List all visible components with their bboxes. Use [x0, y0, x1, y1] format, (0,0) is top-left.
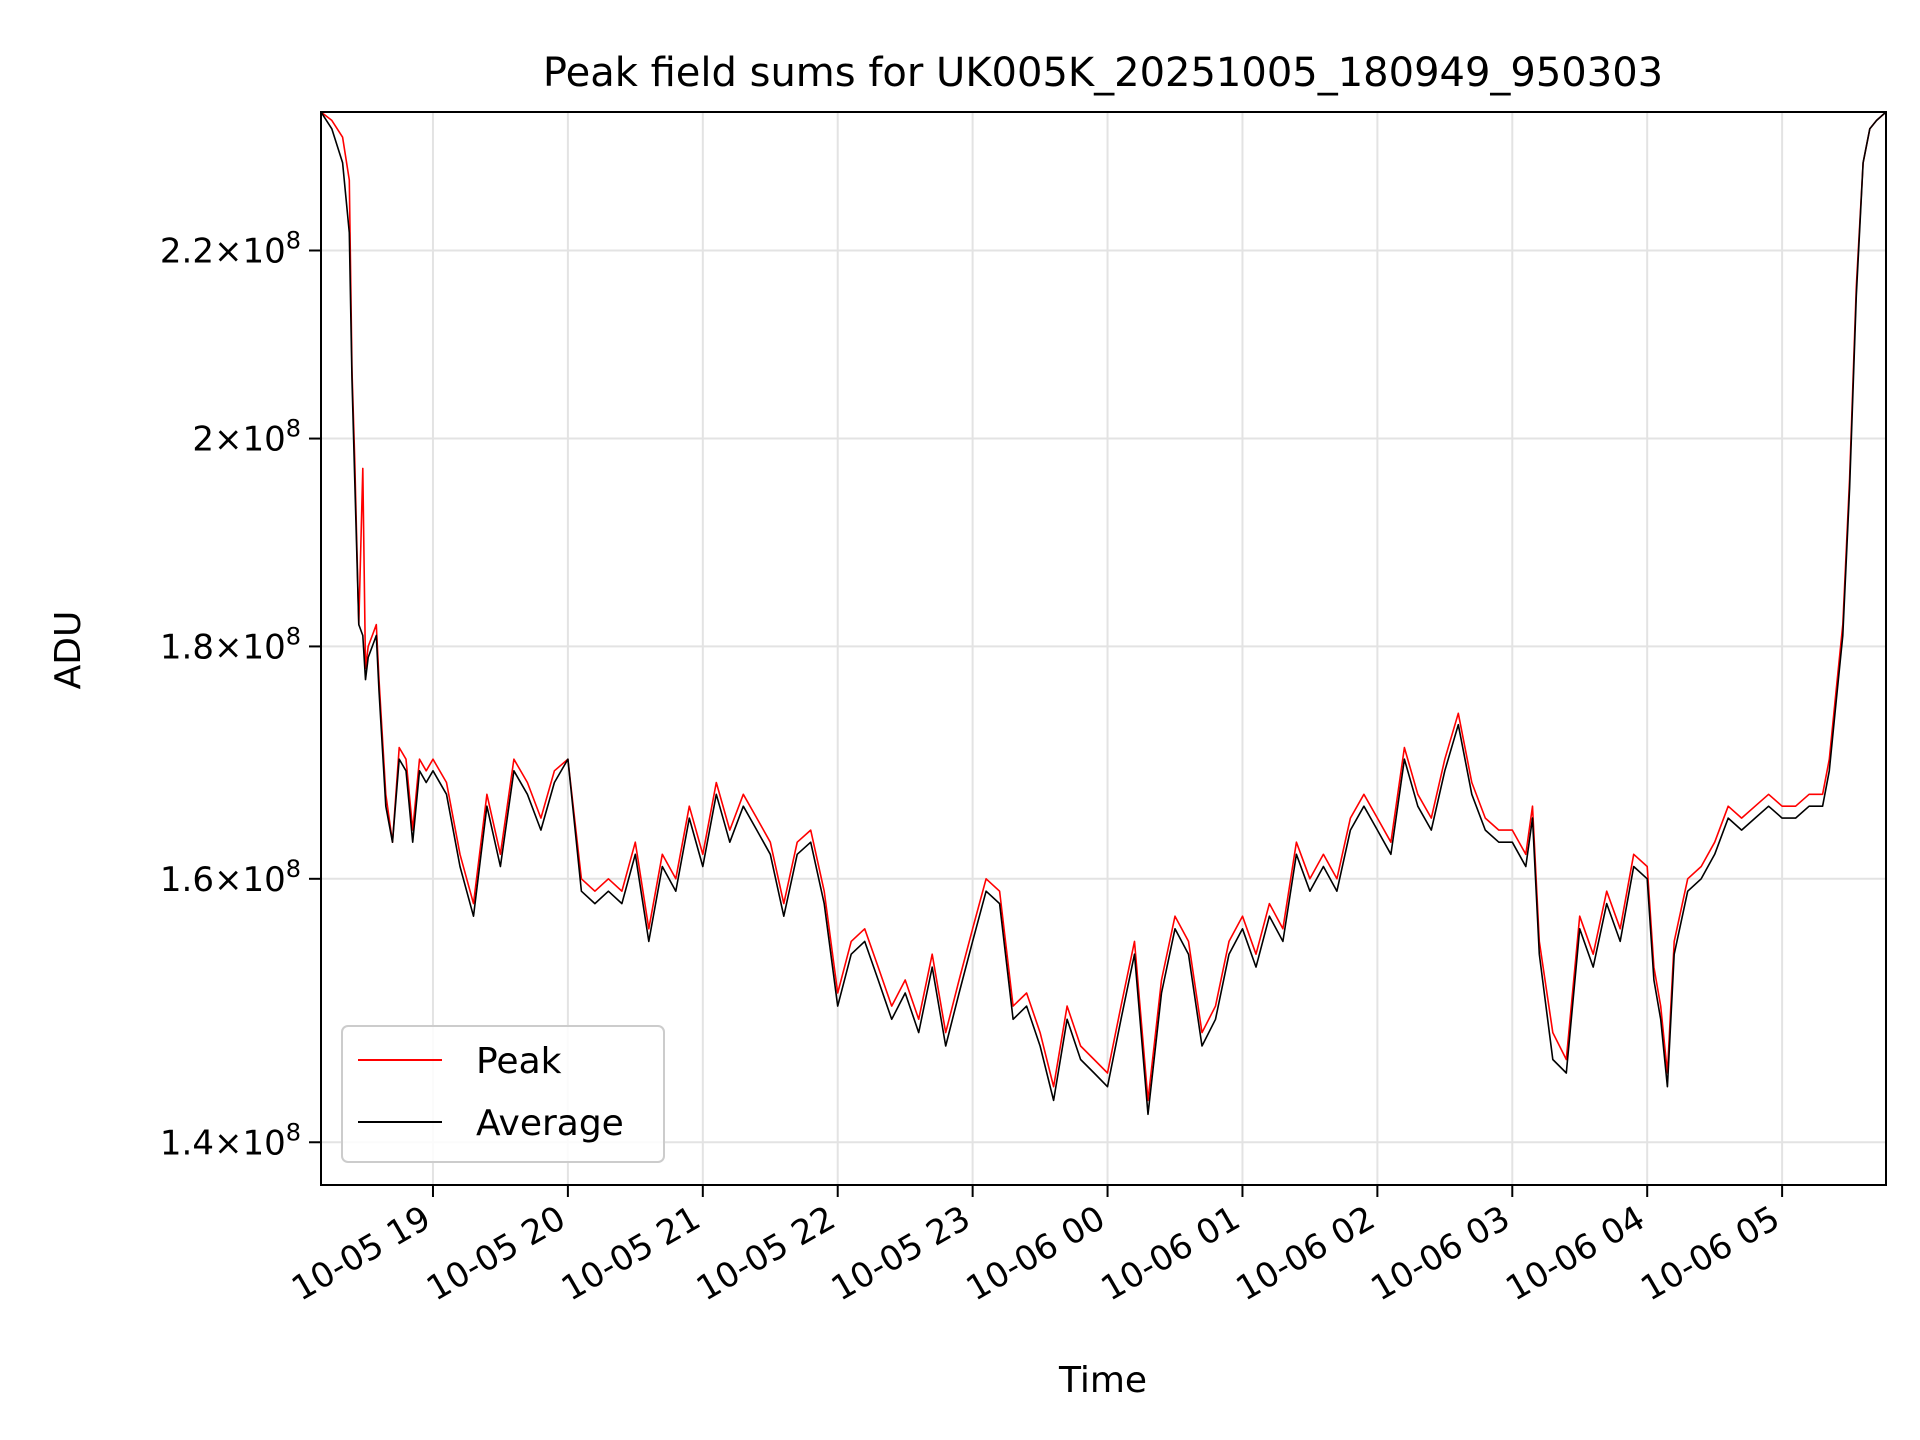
- y-tick-label: 1.6×108: [160, 855, 301, 900]
- x-axis-label: Time: [1058, 1360, 1147, 1401]
- y-tick-base: ×10: [214, 1123, 286, 1163]
- y-tick-base: ×10: [214, 627, 286, 667]
- y-tick-label: 1.8×108: [160, 622, 301, 667]
- legend: Peak Average: [341, 1025, 665, 1163]
- y-tick-label: 2×108: [192, 415, 301, 460]
- y-tick-label: 2.2×108: [160, 227, 301, 272]
- y-tick-mantissa: 2.2: [160, 232, 214, 272]
- y-tick-exponent: 8: [286, 1118, 301, 1146]
- y-tick-label: 1.4×108: [160, 1118, 301, 1163]
- y-tick-exponent: 8: [286, 415, 301, 443]
- y-axis-label: ADU: [48, 611, 89, 690]
- legend-peak-label: Peak: [476, 1041, 562, 1082]
- y-tick-mantissa: 1.6: [160, 860, 214, 900]
- series-group: [321, 112, 1886, 1116]
- y-tick-mantissa: 2: [192, 420, 214, 460]
- series-line-average: [321, 112, 1886, 1116]
- grid-lines: [321, 112, 1886, 1185]
- y-tick-mantissa: 1.4: [160, 1123, 214, 1163]
- y-tick-exponent: 8: [286, 227, 301, 255]
- y-tick-exponent: 8: [286, 855, 301, 883]
- y-tick-base: ×10: [214, 860, 286, 900]
- chart-title: Peak field sums for UK005K_20251005_1809…: [543, 50, 1663, 96]
- series-line-peak: [321, 112, 1886, 1102]
- y-tick-mantissa: 1.8: [160, 627, 214, 667]
- legend-average-label: Average: [476, 1103, 624, 1144]
- y-tick-base: ×10: [214, 420, 286, 460]
- y-tick-exponent: 8: [286, 622, 301, 650]
- plot-frame: [320, 111, 1887, 1186]
- y-tick-base: ×10: [214, 232, 286, 272]
